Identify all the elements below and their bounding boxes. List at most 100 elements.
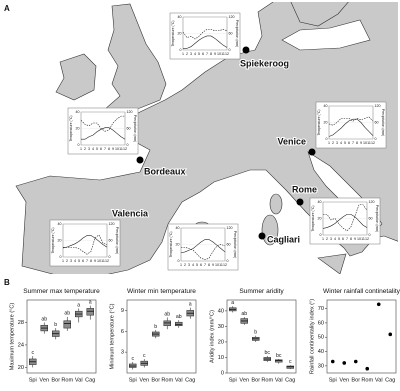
- x-tick-label: Val: [75, 377, 83, 383]
- inset-month-label: 6: [100, 147, 102, 151]
- inset-month-label: 3: [70, 259, 72, 263]
- inset-precipitation-tick: 120: [369, 200, 375, 204]
- y-tick-label: 40: [318, 349, 324, 355]
- inset-temperature-tick: 20: [178, 31, 182, 35]
- significance-letter: c: [31, 350, 34, 356]
- panel-label: A: [4, 4, 10, 13]
- inset-month-label: 9: [212, 263, 214, 267]
- inset-temperature-tick: 20: [76, 126, 80, 130]
- inset-precipitation-label: Precipitation (mm): [381, 109, 385, 137]
- y-tick-label: 60: [318, 320, 324, 326]
- significance-letter: bc: [276, 353, 282, 359]
- inset-temperature-tick: 0: [320, 233, 322, 237]
- inset-temperature-tick: 20: [176, 242, 180, 246]
- inset-month-label: 10: [97, 259, 101, 263]
- x-tick-label: Ven: [39, 377, 49, 383]
- inset-temperature-tick: 40: [176, 226, 180, 230]
- y-axis-label: Maximum temperature (°C): [9, 303, 15, 371]
- inset-temperature-tick: 40: [318, 200, 322, 204]
- inset-month-label: 8: [210, 52, 212, 56]
- temperature-line: [62, 235, 108, 249]
- x-tick-label: Val: [175, 377, 183, 383]
- inset-month-label: 6: [202, 52, 204, 56]
- inset-month-label: 8: [90, 259, 92, 263]
- y-axis-label: Aridity index (mm/°C): [209, 310, 215, 363]
- inset-month-label: 8: [356, 141, 358, 145]
- inset-frame: [167, 223, 239, 271]
- inset-month-label: 7: [206, 52, 208, 56]
- significance-letter: c: [131, 356, 134, 362]
- y-axis-label: Minimum temperature (°C): [109, 303, 115, 369]
- site-label: Valencia: [112, 208, 149, 218]
- site-marker: [296, 198, 304, 206]
- chart: Winter rainfall continetality Rainfall co…: [309, 288, 400, 384]
- precipitation-line: [63, 234, 108, 255]
- y-tick-label: 30: [318, 363, 324, 369]
- chart-title: Winter rainfall continetality: [323, 288, 400, 295]
- inset-month-label: 4: [340, 141, 342, 145]
- inset-frame: [315, 101, 387, 149]
- y-tick-label: 30: [218, 324, 224, 330]
- x-tick-label: Spi: [129, 377, 137, 383]
- inset-month-label: 5: [344, 141, 346, 145]
- inset-frame: [169, 12, 241, 60]
- y-tick-label: 40: [218, 308, 224, 314]
- site-label: Venice: [277, 136, 306, 146]
- inset-month-label: 4: [74, 259, 76, 263]
- inset-month-label: 11: [221, 52, 225, 56]
- inset-month-label: 11: [361, 237, 365, 241]
- significance-letter: ab: [41, 316, 47, 322]
- inset-month-label: 2: [186, 52, 188, 56]
- inset-month-label: 6: [82, 259, 84, 263]
- inset-month-label: 1: [328, 141, 330, 145]
- inset-month-label: 1: [182, 52, 184, 56]
- inset-temperature-label: Temperature (°C): [51, 227, 55, 253]
- site-marker: [136, 156, 144, 164]
- inset-month-label: 11: [219, 263, 223, 267]
- inset-precipitation-tick: 120: [227, 226, 233, 230]
- significance-letter: ab: [164, 311, 170, 317]
- inset-temperature-label: Temperature (°C): [311, 205, 315, 231]
- site-label: Cagliari: [267, 234, 300, 244]
- y-tick-label: 0: [221, 370, 224, 376]
- inset-month-label: 4: [192, 263, 194, 267]
- inset-month-label: 11: [119, 147, 123, 151]
- inset-frame: [67, 107, 139, 155]
- x-tick-label: Bor: [151, 377, 160, 383]
- inset-temperature-label: Temperature (°C): [171, 20, 175, 46]
- inset-precipitation-tick: 60: [375, 120, 379, 124]
- dot: [330, 359, 335, 364]
- inset-precipitation-tick: 60: [369, 216, 373, 220]
- inset-month-label: 9: [112, 147, 114, 151]
- significance-letter: c: [289, 359, 292, 365]
- inset-month-label: 2: [326, 237, 328, 241]
- inset-month-label: 4: [92, 147, 94, 151]
- chart: Summer aridity Aridity index (mm/°C) 0 10 20…: [209, 288, 297, 383]
- inset-month-label: 11: [367, 141, 371, 145]
- temperature-line: [81, 127, 126, 140]
- site-marker: [308, 148, 316, 156]
- inset-precipitation-tick: 0: [227, 259, 229, 263]
- x-tick-label: Spi: [29, 377, 37, 383]
- inset-month-label: 12: [223, 263, 227, 267]
- inset-temperature-label: Temperature (°C): [317, 109, 321, 135]
- inset-month-label: 10: [363, 141, 367, 145]
- inset-month-label: 2: [332, 141, 334, 145]
- inset-month-label: 3: [336, 141, 338, 145]
- precipitation-line: [323, 204, 368, 232]
- significance-letter: a: [77, 302, 80, 308]
- inset-temperature-tick: 40: [76, 110, 80, 114]
- inset-month-label: 3: [188, 263, 190, 267]
- inset-month-label: 7: [104, 147, 106, 151]
- inset-month-label: 6: [200, 263, 202, 267]
- inset-precipitation-label: Precipitation (mm): [375, 205, 379, 233]
- inset-precipitation-tick: 120: [375, 104, 381, 108]
- dot: [353, 359, 358, 364]
- inset-month-label: 9: [214, 52, 216, 56]
- inset-month-label: 8: [208, 263, 210, 267]
- plot-frame: [226, 299, 297, 374]
- inset-month-label: 9: [354, 237, 356, 241]
- inset-temperature-label: Temperature (°C): [69, 115, 73, 141]
